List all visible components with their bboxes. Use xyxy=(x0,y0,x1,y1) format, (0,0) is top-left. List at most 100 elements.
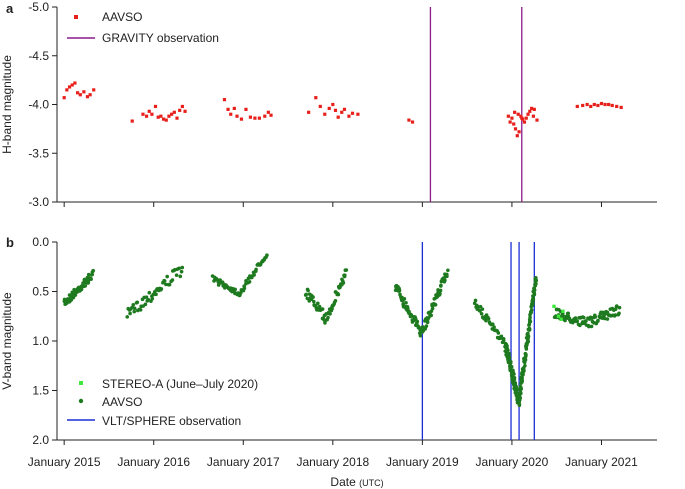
legend-aavso-green-marker xyxy=(78,398,84,404)
aavso-h-band-point xyxy=(519,114,523,118)
aavso-v-band-point xyxy=(519,386,524,391)
aavso-v-band-point xyxy=(479,311,484,316)
aavso-v-band-point xyxy=(159,287,164,291)
aavso-v-band-point xyxy=(306,288,310,293)
aavso-h-band-point xyxy=(144,114,149,118)
aavso-v-band-point xyxy=(125,315,130,319)
aavso-v-band-point xyxy=(320,307,325,311)
aavso-h-band-point xyxy=(347,114,351,118)
aavso-h-band-point xyxy=(229,112,233,116)
aavso-v-band-point xyxy=(534,278,539,283)
aavso-v-band-point xyxy=(582,315,586,320)
x-tick-label: January 2020 xyxy=(476,455,549,469)
aavso-h-band-point xyxy=(82,90,86,94)
aavso-v-band-point xyxy=(311,295,315,299)
aavso-h-band-point xyxy=(314,96,318,100)
aavso-h-band-point xyxy=(610,103,614,108)
panel-a-letter: a xyxy=(6,1,14,16)
aavso-h-band-point xyxy=(253,116,257,120)
aavso-v-band-point xyxy=(520,378,525,383)
aavso-v-band-point xyxy=(532,292,537,297)
aavso-v-band-point xyxy=(342,273,347,277)
aavso-v-band-point xyxy=(344,268,349,272)
legend-aavso-v-label: AAVSO xyxy=(102,395,142,409)
aavso-h-band-point xyxy=(513,110,517,114)
panel-b-y-tick-label: 1.5 xyxy=(32,384,49,398)
aavso-v-band-point xyxy=(170,278,175,282)
panel-a-y-tick-label: -3.5 xyxy=(28,146,49,160)
aavso-h-band-point xyxy=(589,104,593,109)
aavso-v-band-point xyxy=(438,288,443,293)
aavso-h-band-point xyxy=(342,107,347,111)
aavso-v-band-point xyxy=(507,355,511,360)
aavso-v-band-point xyxy=(527,327,532,332)
aavso-h-band-point xyxy=(619,105,623,110)
panel-a-y-tick-label: -5.0 xyxy=(28,0,49,14)
aavso-h-band-point xyxy=(178,108,182,112)
aavso-v-band-point xyxy=(480,307,485,311)
aavso-h-band-point xyxy=(340,110,344,114)
aavso-v-band-point xyxy=(524,352,528,357)
panel-b-y-tick-label: 2.0 xyxy=(32,433,49,447)
aavso-v-band-point xyxy=(445,274,449,279)
aavso-h-band-point xyxy=(67,85,72,89)
aavso-h-band-point xyxy=(327,106,331,110)
aavso-v-band-point xyxy=(429,313,434,318)
aavso-v-band-point xyxy=(589,324,594,329)
x-tick-label: January 2021 xyxy=(565,455,638,469)
aavso-v-band-point xyxy=(238,291,243,295)
aavso-v-band-point xyxy=(446,268,450,273)
aavso-v-band-point xyxy=(478,304,483,309)
aavso-h-band-point xyxy=(307,110,311,114)
aavso-v-band-point xyxy=(132,306,137,311)
aavso-v-band-point xyxy=(138,308,143,312)
aavso-h-band-point xyxy=(161,117,166,121)
panel-a-y-tick-label: -4.5 xyxy=(28,49,49,63)
panel-a-y-axis-label: H-band magnitude xyxy=(0,55,14,154)
aavso-v-band-point xyxy=(326,315,330,320)
aavso-v-band-point xyxy=(430,306,435,311)
aavso-h-band-point xyxy=(517,130,521,134)
legend-aavso-label: AAVSO xyxy=(102,10,142,24)
aavso-v-band-point xyxy=(218,278,222,282)
aavso-v-band-point xyxy=(341,281,346,285)
aavso-h-band-point xyxy=(141,112,145,116)
aavso-h-band-point xyxy=(156,115,160,119)
stereo-a-point xyxy=(561,309,565,313)
aavso-v-band-point xyxy=(508,361,513,365)
aavso-v-band-point xyxy=(216,283,221,287)
aavso-v-band-point xyxy=(613,313,618,317)
aavso-v-band-point xyxy=(433,302,438,307)
aavso-v-band-point xyxy=(233,287,237,292)
x-tick-label: January 2015 xyxy=(28,455,101,469)
panel-b-letter: b xyxy=(6,235,14,250)
aavso-v-band-point xyxy=(617,305,622,310)
aavso-h-band-point xyxy=(167,114,171,118)
aavso-v-band-point xyxy=(512,372,516,376)
aavso-h-band-point xyxy=(407,118,411,122)
aavso-v-band-point xyxy=(312,299,316,304)
aavso-v-band-point xyxy=(509,365,514,369)
aavso-v-band-point xyxy=(496,331,501,335)
aavso-h-band-point xyxy=(88,93,92,97)
stereo-a-point xyxy=(556,314,561,318)
aavso-v-band-point xyxy=(486,316,491,321)
aavso-v-band-point xyxy=(73,293,78,297)
aavso-v-band-point xyxy=(144,295,149,299)
aavso-v-band-point xyxy=(167,282,172,287)
aavso-v-band-point xyxy=(519,391,523,396)
aavso-v-band-point xyxy=(128,311,132,316)
aavso-h-band-point xyxy=(530,106,534,110)
aavso-v-band-point xyxy=(526,334,531,339)
aavso-v-band-point xyxy=(404,300,408,305)
aavso-h-band-point xyxy=(323,112,327,116)
aavso-v-band-point xyxy=(179,269,184,274)
x-axis-label-unit: (UTC) xyxy=(359,478,384,488)
aavso-v-band-point xyxy=(83,284,88,288)
aavso-v-band-point xyxy=(254,267,258,272)
aavso-v-band-point xyxy=(89,277,93,281)
aavso-h-band-point xyxy=(356,112,360,116)
panel-b-y-tick-label: 1.0 xyxy=(32,334,49,348)
aavso-h-band-point xyxy=(522,120,527,124)
aavso-h-band-point xyxy=(159,114,163,118)
